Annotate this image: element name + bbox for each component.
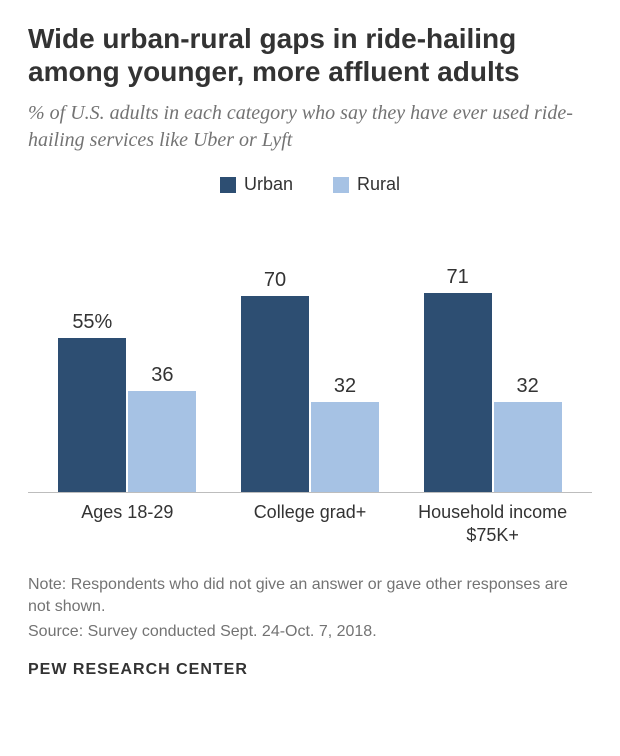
bar-1-rural-value: 32 <box>334 375 356 398</box>
bar-2-urban-value: 71 <box>447 266 469 289</box>
chart-note: Note: Respondents who did not give an an… <box>28 574 592 617</box>
bar-2-rural-rect <box>494 402 562 492</box>
chart-source: Source: Survey conducted Sept. 24-Oct. 7… <box>28 621 592 643</box>
legend-label-urban: Urban <box>244 174 293 195</box>
bar-1-urban-value: 70 <box>264 269 286 292</box>
bar-group-1: 70 32 <box>241 269 379 492</box>
x-label-2: Household income $75K+ <box>413 501 573 546</box>
legend: Urban Rural <box>28 174 592 195</box>
bar-1-rural-rect <box>311 402 379 492</box>
chart-title: Wide urban-rural gaps in ride-hailing am… <box>28 22 592 88</box>
chart-plot-area: 55% 36 70 32 71 32 <box>28 213 592 493</box>
bar-group-2: 71 32 <box>424 266 562 492</box>
bar-2-urban-rect <box>424 293 492 492</box>
chart-subtitle: % of U.S. adults in each category who sa… <box>28 100 592 154</box>
x-label-1: College grad+ <box>230 501 390 546</box>
legend-label-rural: Rural <box>357 174 400 195</box>
legend-item-urban: Urban <box>220 174 293 195</box>
legend-swatch-urban <box>220 177 236 193</box>
bar-0-rural: 36 <box>128 364 196 492</box>
chart-attribution: PEW RESEARCH CENTER <box>28 661 592 679</box>
bar-2-rural-value: 32 <box>517 375 539 398</box>
bar-0-rural-value: 36 <box>151 364 173 387</box>
bar-0-urban-value: 55% <box>72 311 112 334</box>
bar-1-rural: 32 <box>311 375 379 492</box>
x-axis-labels: Ages 18-29 College grad+ Household incom… <box>28 493 592 546</box>
bar-2-urban: 71 <box>424 266 492 492</box>
x-label-0: Ages 18-29 <box>47 501 207 546</box>
bar-0-rural-rect <box>128 391 196 492</box>
bar-2-rural: 32 <box>494 375 562 492</box>
bar-0-urban: 55% <box>58 311 126 492</box>
legend-item-rural: Rural <box>333 174 400 195</box>
bar-1-urban-rect <box>241 296 309 492</box>
bar-1-urban: 70 <box>241 269 309 492</box>
legend-swatch-rural <box>333 177 349 193</box>
bar-group-0: 55% 36 <box>58 311 196 492</box>
bar-0-urban-rect <box>58 338 126 492</box>
